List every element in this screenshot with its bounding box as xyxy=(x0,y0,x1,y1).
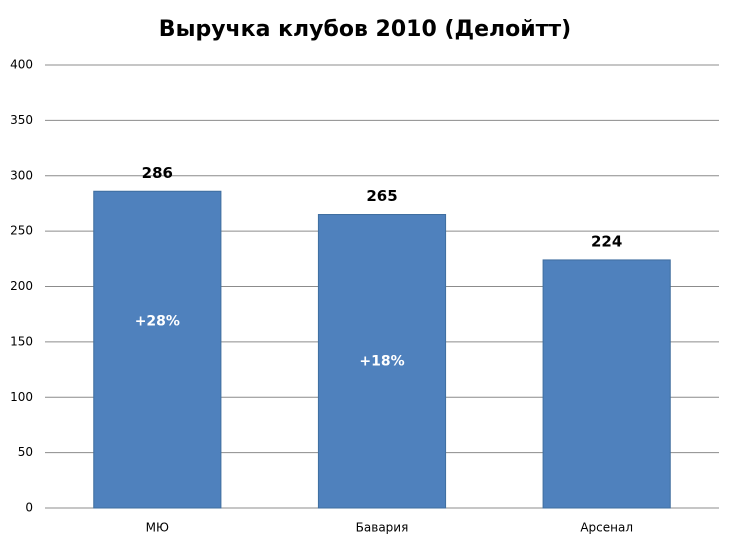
y-tick-label: 150 xyxy=(10,334,33,348)
x-tick-label: Бавария xyxy=(356,521,409,535)
x-tick-label: МЮ xyxy=(146,521,169,535)
bar-annotation: +18% xyxy=(359,353,404,369)
y-tick-label: 50 xyxy=(18,445,33,459)
bar xyxy=(93,190,222,509)
bar xyxy=(317,214,447,509)
y-tick-label: 200 xyxy=(10,279,33,293)
value-label: 265 xyxy=(366,187,397,205)
y-tick-label: 100 xyxy=(10,390,33,404)
bar xyxy=(542,259,671,509)
value-label: 224 xyxy=(591,232,622,250)
y-tick-label: 400 xyxy=(10,58,33,72)
y-tick-label: 300 xyxy=(10,168,33,182)
y-tick-label: 0 xyxy=(25,501,33,515)
value-label: 286 xyxy=(142,164,173,182)
x-tick-label: Арсенал xyxy=(580,521,633,535)
chart-title: Выручка клубов 2010 (Делойтт) xyxy=(159,17,571,42)
y-tick-label: 250 xyxy=(10,224,33,238)
bar-annotation: +28% xyxy=(135,314,180,330)
y-tick-label: 350 xyxy=(10,113,33,127)
